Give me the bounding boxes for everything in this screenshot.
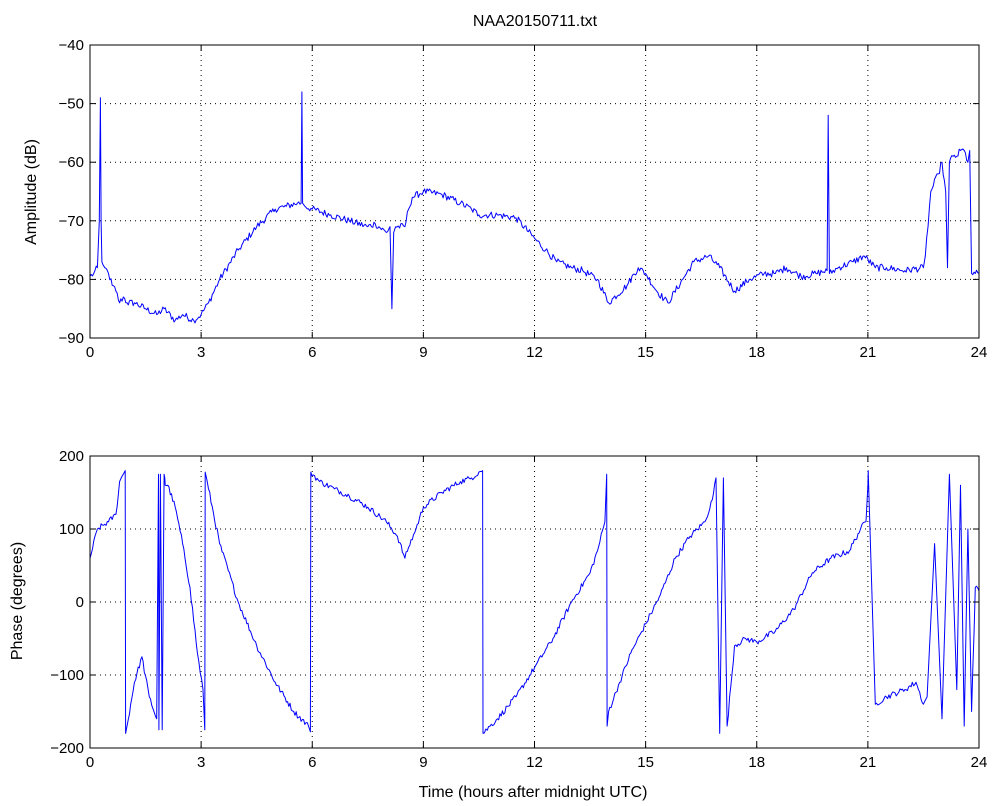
phase-x-tick-label: 9 xyxy=(419,754,427,771)
amplitude-x-tick-label: 12 xyxy=(526,344,543,361)
phase-y-tick-label: 200 xyxy=(59,448,84,465)
amplitude-series-line xyxy=(89,91,980,324)
amplitude-y-tick-label: −50 xyxy=(59,96,84,113)
phase-axes: 0 3 6 9 12 15 18 21 24 −200 −100 0 100 200 xyxy=(50,448,987,771)
amplitude-x-tick-label: 15 xyxy=(637,344,654,361)
phase-y-tick-label: 100 xyxy=(59,521,84,538)
phase-y-axis-label: Phase (degrees) xyxy=(9,542,26,660)
amplitude-x-tick-label: 24 xyxy=(971,344,988,361)
phase-x-tick-label: 0 xyxy=(86,754,94,771)
chart-title: NAA20150711.txt xyxy=(473,13,598,30)
phase-y-tick-label: 0 xyxy=(76,594,84,611)
phase-x-tick-label: 21 xyxy=(860,754,877,771)
amplitude-x-tick-label: 6 xyxy=(308,344,316,361)
x-axis-label: Time (hours after midnight UTC) xyxy=(419,784,648,801)
amplitude-x-tick-label: 3 xyxy=(197,344,205,361)
amplitude-axes: 0 3 6 9 12 15 18 21 24 −90 −80 −70 −60 −50 −40 xyxy=(59,37,988,361)
amplitude-y-tick-label: −60 xyxy=(59,154,84,171)
phase-y-tick-label: −200 xyxy=(50,740,84,757)
amplitude-y-axis-label: Amplitude (dB) xyxy=(23,139,40,245)
phase-x-tick-label: 18 xyxy=(748,754,765,771)
amplitude-y-tick-label: −40 xyxy=(59,37,84,54)
amplitude-x-tick-label: 0 xyxy=(86,344,94,361)
amplitude-x-tick-label: 9 xyxy=(419,344,427,361)
amplitude-x-tick-label: 21 xyxy=(860,344,877,361)
amplitude-y-tick-label: −70 xyxy=(59,213,84,230)
phase-series-line xyxy=(89,470,980,734)
amplitude-y-tick-label: −80 xyxy=(59,271,84,288)
phase-y-tick-label: −100 xyxy=(50,667,84,684)
phase-x-tick-label: 12 xyxy=(526,754,543,771)
amplitude-x-tick-label: 18 xyxy=(748,344,765,361)
amplitude-y-tick-label: −90 xyxy=(59,330,84,347)
phase-x-tick-label: 6 xyxy=(308,754,316,771)
phase-x-tick-label: 15 xyxy=(637,754,654,771)
phase-x-tick-label: 3 xyxy=(197,754,205,771)
phase-x-tick-label: 24 xyxy=(971,754,988,771)
